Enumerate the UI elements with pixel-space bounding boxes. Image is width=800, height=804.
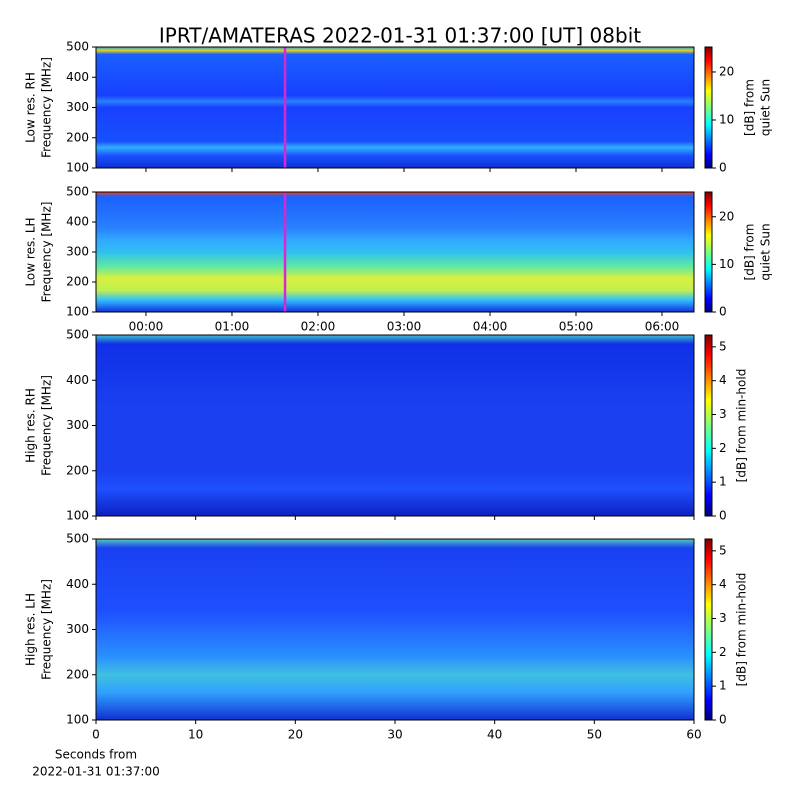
y-tick-label: 300 bbox=[66, 622, 89, 636]
y-tick-label: 300 bbox=[66, 100, 89, 114]
colorbar-tick-label: 2 bbox=[719, 441, 727, 455]
colorbar-tick-label: 2 bbox=[719, 645, 727, 659]
colorbar-tick-label: 10 bbox=[719, 112, 734, 126]
x-tick-label: 00:00 bbox=[129, 320, 164, 334]
colorbar bbox=[704, 46, 713, 169]
y-tick-label: 100 bbox=[66, 713, 89, 727]
y-tick-label: 100 bbox=[66, 161, 89, 175]
y-tick-label: 200 bbox=[66, 463, 89, 477]
colorbar-tick-label: 10 bbox=[719, 257, 734, 271]
colorbar-tick-label: 20 bbox=[719, 64, 734, 78]
y-tick-label: 200 bbox=[66, 130, 89, 144]
colorbar-tick-label: 4 bbox=[719, 373, 727, 387]
colorbar-label: [dB] from min-hold bbox=[735, 369, 749, 483]
x-axis-label: Seconds from bbox=[55, 748, 137, 762]
colorbar-tick-label: 4 bbox=[719, 577, 727, 591]
x-tick-label: 04:00 bbox=[473, 320, 508, 334]
y-tick-label: 200 bbox=[66, 275, 89, 289]
y-tick-label: 500 bbox=[66, 185, 89, 199]
x-tick-label: 05:00 bbox=[559, 320, 594, 334]
x-tick-label: 0 bbox=[92, 728, 100, 742]
colorbar-label: quiet Sun bbox=[759, 79, 773, 136]
colorbar-tick-label: 1 bbox=[719, 679, 727, 693]
x-tick-label: 40 bbox=[487, 728, 502, 742]
y-tick-label: 100 bbox=[66, 509, 89, 523]
x-tick-label: 20 bbox=[288, 728, 303, 742]
y-axis-label: Low res. RH bbox=[24, 72, 38, 143]
y-tick-label: 400 bbox=[66, 577, 89, 591]
x-tick-label: 06:00 bbox=[645, 320, 680, 334]
y-tick-label: 400 bbox=[66, 70, 89, 84]
colorbar-label: [dB] from bbox=[743, 79, 757, 136]
y-tick-label: 400 bbox=[66, 215, 89, 229]
colorbar-tick-label: 0 bbox=[719, 305, 727, 319]
y-axis-label: Low res. LH bbox=[24, 217, 38, 286]
y-axis-label: Frequency [MHz] bbox=[40, 375, 54, 476]
x-tick-label: 01:00 bbox=[215, 320, 250, 334]
spectrogram-image bbox=[96, 47, 694, 168]
x-tick-label: 30 bbox=[387, 728, 402, 742]
spectrogram-image bbox=[96, 335, 694, 516]
y-tick-label: 400 bbox=[66, 373, 89, 387]
y-tick-label: 200 bbox=[66, 667, 89, 681]
colorbar-tick-label: 5 bbox=[719, 339, 727, 353]
colorbar bbox=[704, 538, 713, 721]
y-axis-label: Frequency [MHz] bbox=[40, 202, 54, 303]
chart-title: IPRT/AMATERAS 2022-01-31 01:37:00 [UT] 0… bbox=[159, 24, 641, 48]
x-tick-label: 60 bbox=[686, 728, 701, 742]
y-tick-label: 500 bbox=[66, 532, 89, 546]
colorbar-tick-label: 0 bbox=[719, 509, 727, 523]
y-axis-label: Frequency [MHz] bbox=[40, 579, 54, 680]
spectrogram-image bbox=[96, 539, 694, 720]
colorbar-tick-label: 5 bbox=[719, 543, 727, 557]
x-tick-label: 50 bbox=[587, 728, 602, 742]
y-tick-label: 300 bbox=[66, 418, 89, 432]
colorbar-tick-label: 3 bbox=[719, 407, 727, 421]
colorbar-label: quiet Sun bbox=[759, 223, 773, 280]
spectrogram-image bbox=[96, 192, 694, 312]
y-axis-label: High res. RH bbox=[24, 388, 38, 463]
colorbar-tick-label: 0 bbox=[719, 161, 727, 175]
colorbar-tick-label: 0 bbox=[719, 713, 727, 727]
colorbar-tick-label: 3 bbox=[719, 611, 727, 625]
x-axis-label: 2022-01-31 01:37:00 bbox=[32, 765, 159, 779]
colorbar bbox=[704, 334, 713, 517]
x-tick-label: 10 bbox=[188, 728, 203, 742]
colorbar-label: [dB] from min-hold bbox=[735, 573, 749, 687]
colorbar-tick-label: 1 bbox=[719, 475, 727, 489]
y-axis-label: High res. LH bbox=[24, 593, 38, 666]
colorbar-label: [dB] from bbox=[743, 224, 757, 281]
y-tick-label: 500 bbox=[66, 328, 89, 342]
x-tick-label: 03:00 bbox=[387, 320, 422, 334]
colorbar bbox=[704, 191, 713, 313]
y-axis-label: Frequency [MHz] bbox=[40, 57, 54, 158]
y-tick-label: 500 bbox=[66, 40, 89, 54]
y-tick-label: 300 bbox=[66, 245, 89, 259]
colorbar-tick-label: 20 bbox=[719, 209, 734, 223]
y-tick-label: 100 bbox=[66, 305, 89, 319]
x-tick-label: 02:00 bbox=[301, 320, 336, 334]
